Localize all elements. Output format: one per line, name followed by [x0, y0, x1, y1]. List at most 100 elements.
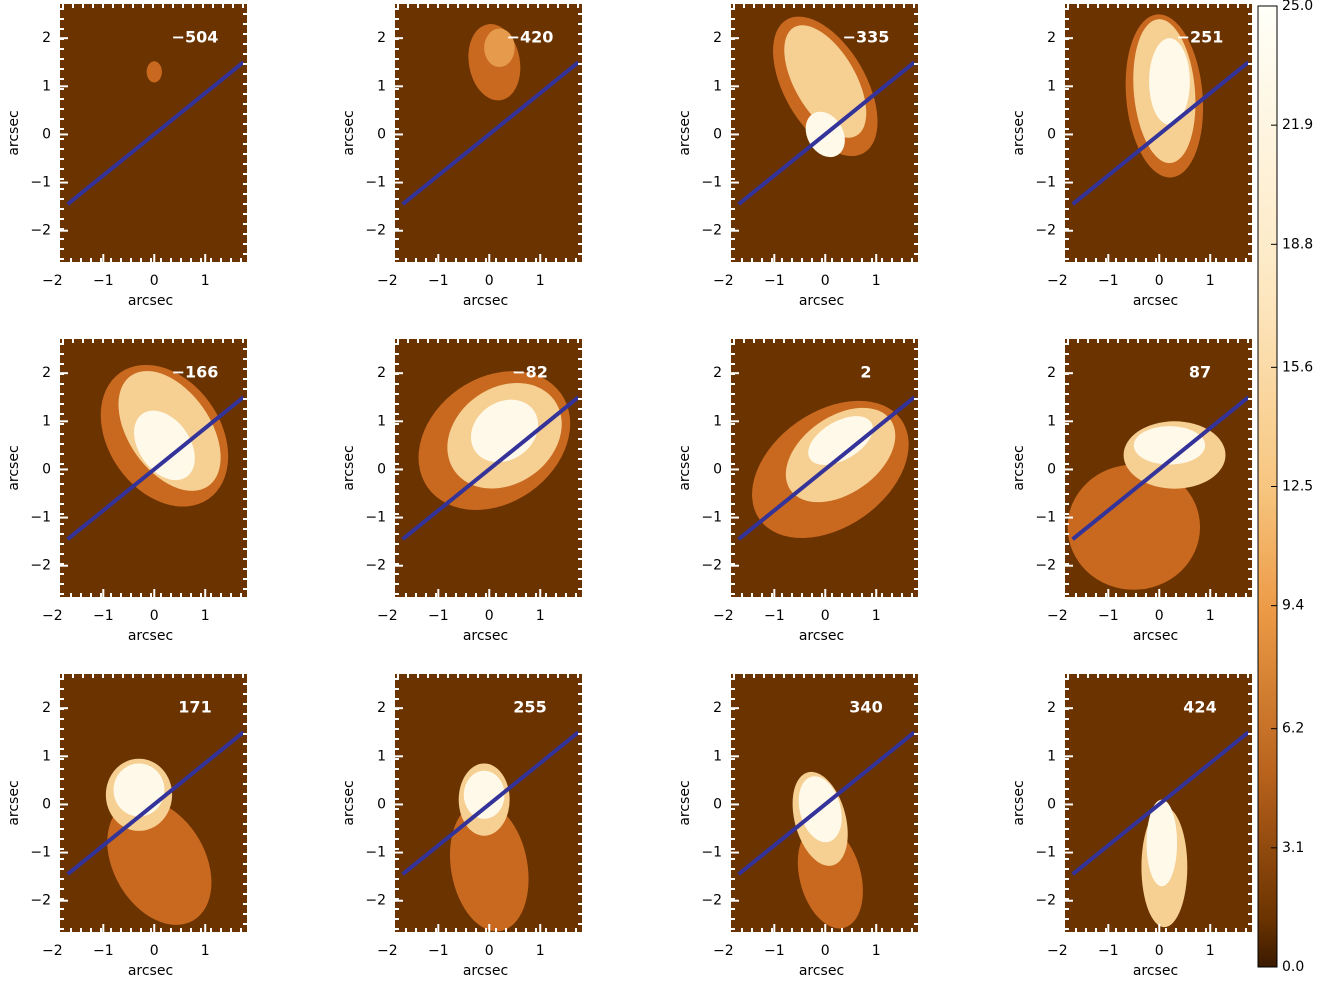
- panel: −420 −2 −1 0 1 −2 −1 0 1 2 arcsec arcsec: [341, 4, 582, 309]
- panel-frame: [731, 674, 918, 932]
- y-tick-label: 1: [42, 413, 51, 429]
- x-tick-label: 1: [201, 943, 210, 959]
- y-axis-label: arcsec: [677, 110, 693, 155]
- emission: [737, 395, 916, 541]
- slit-line: [401, 730, 580, 876]
- x-tick-label: −2: [377, 273, 398, 289]
- panel-label: −82: [512, 363, 548, 382]
- x-axis-label: arcsec: [1133, 628, 1178, 644]
- emission-blob: [449, 802, 529, 932]
- y-tick-label: 0: [377, 796, 386, 812]
- y-tick-label: 1: [42, 78, 51, 94]
- x-axis-label: arcsec: [463, 293, 508, 309]
- emission-blob: [1149, 38, 1190, 125]
- colorbar-tick-label: 9.4: [1282, 598, 1304, 614]
- y-axis-label: arcsec: [1011, 780, 1027, 825]
- y-tick-label: 1: [377, 413, 386, 429]
- y-axis-label: arcsec: [6, 445, 22, 490]
- colorbar-tick-label: 21.9: [1282, 117, 1313, 133]
- y-tick-label: 1: [1047, 78, 1056, 94]
- panel: 424 −2 −1 0 1 −2 −1 0 1 2 arcsec arcsec: [1011, 674, 1252, 979]
- y-tick-label: −1: [701, 175, 722, 191]
- y-tick-label: −1: [1035, 175, 1056, 191]
- x-tick-label: −2: [377, 943, 398, 959]
- slit-line: [401, 395, 580, 541]
- y-tick-label: −1: [1035, 510, 1056, 526]
- y-tick-label: −1: [701, 845, 722, 861]
- y-tick-label: 0: [1047, 461, 1056, 477]
- x-tick-label: −1: [764, 273, 785, 289]
- y-tick-label: 2: [377, 365, 386, 381]
- panel: −504 −2 −1 0 1 −2 −1 0 1 2 arcsec arcsec: [6, 4, 247, 309]
- y-tick-label: 0: [713, 126, 722, 142]
- emission: [66, 60, 245, 206]
- x-tick-label: −2: [377, 608, 398, 624]
- emission-blob: [1067, 464, 1201, 590]
- slit-line: [737, 730, 916, 876]
- y-axis-label: arcsec: [6, 780, 22, 825]
- x-tick-label: −2: [1047, 273, 1068, 289]
- x-tick-label: −1: [428, 608, 449, 624]
- x-tick-label: −2: [1047, 943, 1068, 959]
- y-tick-label: −1: [701, 510, 722, 526]
- panel-frame: [731, 339, 918, 597]
- x-tick-label: 0: [821, 608, 830, 624]
- x-tick-label: 0: [150, 943, 159, 959]
- panel-label: 424: [1183, 698, 1216, 717]
- y-tick-label: 2: [713, 30, 722, 46]
- emission-blob: [146, 61, 162, 83]
- x-tick-label: −2: [713, 943, 734, 959]
- colorbar-tick-label: 3.1: [1282, 840, 1304, 856]
- panel: 171 −2 −1 0 1 −2 −1 0 1 2 arcsec arcsec: [6, 674, 247, 979]
- y-axis-label: arcsec: [341, 445, 357, 490]
- x-axis-label: arcsec: [1133, 963, 1178, 979]
- x-tick-label: 1: [536, 943, 545, 959]
- y-tick-label: 0: [1047, 796, 1056, 812]
- emission-blob: [113, 763, 165, 817]
- colorbar-tick-label: 12.5: [1282, 479, 1313, 495]
- y-tick-label: 2: [713, 700, 722, 716]
- x-tick-label: 1: [872, 943, 881, 959]
- x-axis-label: arcsec: [128, 628, 173, 644]
- x-tick-label: −1: [428, 273, 449, 289]
- x-tick-label: 0: [150, 608, 159, 624]
- panel-label: 255: [513, 698, 546, 717]
- x-tick-label: −1: [93, 273, 114, 289]
- emission-blob: [784, 25, 867, 138]
- y-tick-label: 0: [42, 461, 51, 477]
- y-axis-label: arcsec: [341, 780, 357, 825]
- slit-line: [1071, 60, 1250, 206]
- x-axis-label: arcsec: [128, 963, 173, 979]
- y-tick-label: 1: [713, 413, 722, 429]
- x-tick-label: 1: [536, 608, 545, 624]
- x-tick-label: 1: [536, 273, 545, 289]
- panel-frame: [60, 4, 247, 262]
- emission-blob: [134, 410, 195, 481]
- slit-line: [66, 60, 245, 206]
- y-axis-label: arcsec: [1011, 445, 1027, 490]
- emission: [737, 730, 916, 929]
- y-tick-label: −1: [365, 510, 386, 526]
- x-tick-label: 0: [1155, 608, 1164, 624]
- panel-label: 171: [178, 698, 211, 717]
- panel-frame: [731, 4, 918, 262]
- y-tick-label: 0: [377, 461, 386, 477]
- panel: −166 −2 −1 0 1 −2 −1 0 1 2 arcsec arcsec: [6, 339, 247, 644]
- slit-line: [1071, 395, 1250, 541]
- x-tick-label: 0: [150, 273, 159, 289]
- emission-blob: [808, 416, 873, 465]
- y-tick-label: 0: [713, 796, 722, 812]
- colorbar-tick-label: 15.6: [1282, 359, 1313, 375]
- emission-blob: [470, 399, 539, 463]
- panel-frame: [395, 674, 582, 932]
- x-tick-label: 0: [1155, 943, 1164, 959]
- y-tick-label: 2: [1047, 365, 1056, 381]
- y-tick-label: 1: [1047, 748, 1056, 764]
- slit-line: [737, 60, 916, 206]
- emission: [1071, 730, 1250, 928]
- panel: −335 −2 −1 0 1 −2 −1 0 1 2 arcsec arcsec: [677, 4, 918, 309]
- x-tick-label: 0: [485, 608, 494, 624]
- panel-label: 2: [860, 363, 871, 382]
- y-tick-label: −2: [30, 893, 51, 909]
- x-tick-label: 1: [1206, 608, 1215, 624]
